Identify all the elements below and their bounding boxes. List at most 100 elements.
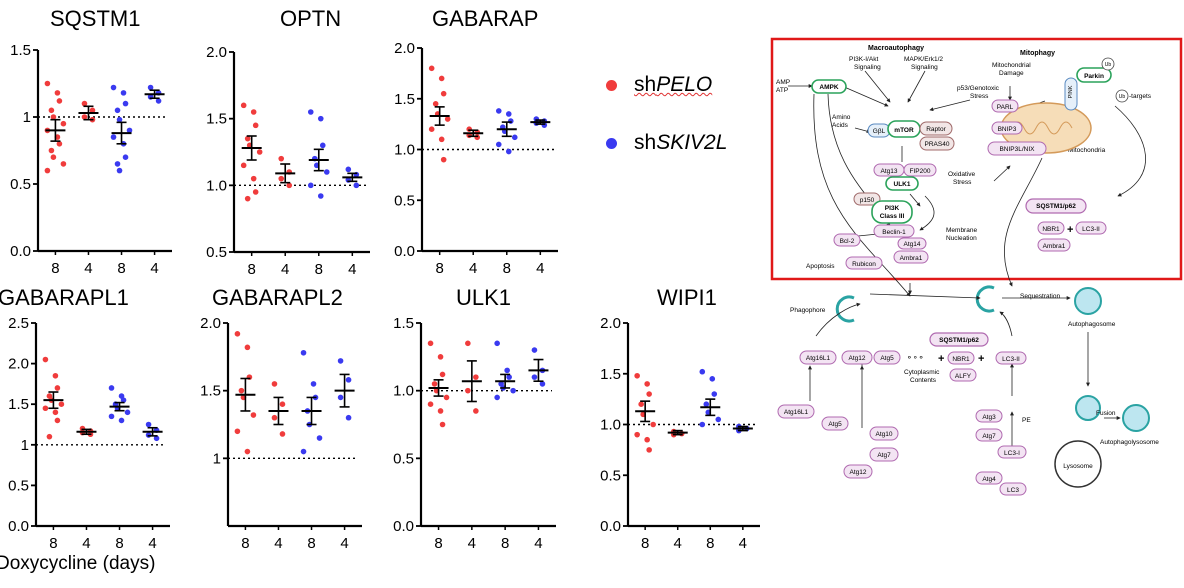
plus-sign-3: +	[978, 353, 984, 365]
data-point	[539, 381, 546, 387]
cytoplasmic-contents-glyphs: ⚬∘⚬	[906, 353, 924, 362]
legend-item-shskiv2l: shSKIV2L	[606, 130, 727, 156]
ub-marker-2-label: Ub	[1119, 94, 1126, 100]
y-tick-label: 0.5	[393, 450, 414, 467]
y-tick-label: 1.0	[600, 417, 621, 434]
node-bcl2-label: Bcl-2	[840, 238, 855, 245]
data-point	[244, 344, 251, 351]
node-sqstm1-bottom	[929, 332, 989, 347]
data-point	[250, 175, 257, 182]
x-tick-label: 8	[241, 535, 249, 552]
data-point	[703, 401, 710, 408]
data-point	[345, 414, 352, 421]
node-atg7-label: Atg7	[877, 452, 891, 459]
label-membrane: Membrane	[946, 227, 977, 234]
label-apoptosis: Apoptosis	[806, 263, 835, 270]
node-bcl2	[833, 233, 861, 247]
label-amino-acids: Acids	[832, 122, 849, 129]
data-point	[473, 374, 479, 380]
data-point	[122, 100, 129, 107]
node-nbr1-label: NBR1	[1042, 226, 1060, 233]
node-lc3ii-bottom	[995, 351, 1027, 365]
node-atg12-label: Atg12	[849, 355, 866, 362]
data-point	[81, 114, 88, 120]
pathway-arrows-top	[788, 70, 1146, 297]
y-tick-label: 1	[21, 437, 29, 454]
x-tick-label: 4	[536, 260, 544, 277]
node-lc3i-label: LC3-I	[1004, 450, 1020, 457]
node-fip200-label: FIP200	[910, 168, 931, 175]
node-ambra1-label: Ambra1	[900, 255, 923, 262]
data-point	[44, 80, 51, 87]
plots-svg: 0.0 0.5 1 1.5 8 4 8 4 0.5 1.0 1.5 2.0 8 4 8 4 0.0 0.5 1.0 1…	[8, 40, 760, 552]
data-point	[147, 84, 154, 91]
data-point	[428, 126, 435, 132]
node-lc3	[999, 482, 1027, 496]
plot-title-gabarapl2: GABARAPL2	[212, 285, 343, 310]
data-point	[443, 394, 450, 401]
node-pras40	[919, 136, 955, 151]
label-targets: -targets	[1129, 93, 1152, 100]
highlight-frame	[770, 37, 1183, 281]
data-point	[252, 189, 259, 195]
label-pe: PE	[1022, 417, 1031, 424]
x-tick-label: 4	[348, 261, 356, 278]
data-point	[507, 118, 514, 124]
node-parl	[991, 99, 1019, 113]
scatter-plot-grid: 0.0 0.5 1 1.5 8 4 8 4 0.5 1.0 1.5 2.0 8 4 8 4 0.0 0.5 1.0 1…	[0, 6, 760, 574]
y-tick-label: 1.0	[393, 383, 414, 400]
x-tick-label: 8	[307, 535, 315, 552]
data-point	[439, 371, 446, 378]
node-fip200	[903, 163, 937, 177]
node-raptor-label: Raptor	[926, 126, 946, 133]
data-point	[48, 107, 55, 114]
label-oxidative: Oxidative	[948, 171, 975, 178]
data-point	[345, 377, 352, 383]
data-point	[474, 134, 481, 141]
data-point	[323, 169, 330, 175]
label-phagophore: Phagophore	[790, 307, 826, 314]
y-tick-label: 1.5	[600, 366, 621, 383]
y-tick-label: 0.5	[10, 176, 31, 193]
node-lc3ii	[1075, 221, 1107, 235]
data-point	[122, 154, 129, 160]
data-point	[234, 331, 241, 337]
node-raptor	[919, 121, 953, 136]
plot-title-gabarap: GABARAP	[432, 6, 539, 31]
data-point	[42, 356, 49, 363]
node-parkin	[1076, 67, 1112, 83]
x-tick-label: 8	[503, 260, 511, 277]
label-amp: AMP	[776, 79, 790, 86]
data-point	[495, 108, 502, 114]
plot-title-wipi1: WIPI1	[657, 285, 717, 310]
node-sqstm1-bottom-label: SQSTM1/p62	[939, 337, 979, 344]
label-mapk: MAPK/Erk1/2	[904, 56, 943, 63]
data-point	[250, 109, 257, 115]
y-tick-label: 2.5	[8, 315, 29, 332]
node-bnip3l-label: BNIP3L/NIX	[999, 146, 1035, 153]
data-point	[437, 408, 444, 414]
data-point	[440, 90, 447, 97]
node-pi3k-class3-label-2: Class III	[880, 213, 905, 220]
data-point	[44, 167, 51, 174]
legend-swatch-shskiv2l	[606, 137, 617, 149]
label-pi3k-signaling: Signaling	[854, 64, 881, 71]
label-mito-damage-2: Damage	[999, 70, 1024, 77]
node-sqstm1	[1025, 198, 1087, 214]
x-tick-label: 4	[340, 535, 348, 552]
data-point	[466, 126, 473, 132]
y-tick-label: 0.5	[394, 192, 415, 209]
y-tick-label: 1.5	[394, 91, 415, 108]
data-point	[124, 409, 131, 416]
data-point	[307, 182, 314, 189]
y-tick-label: 1.5	[206, 111, 227, 128]
x-tick-label: 8	[641, 535, 649, 552]
node-bnip3-label: BNIP3	[998, 126, 1017, 133]
data-point	[437, 354, 444, 360]
node-lc3-label: LC3	[1007, 487, 1019, 494]
plot-title-gabarapl1: GABARAPL1	[0, 285, 129, 310]
y-tick-label: 1.5	[10, 42, 31, 59]
data-point	[120, 397, 127, 403]
data-point	[56, 141, 63, 147]
node-pi3k-class3-label: PI3K	[885, 205, 900, 212]
